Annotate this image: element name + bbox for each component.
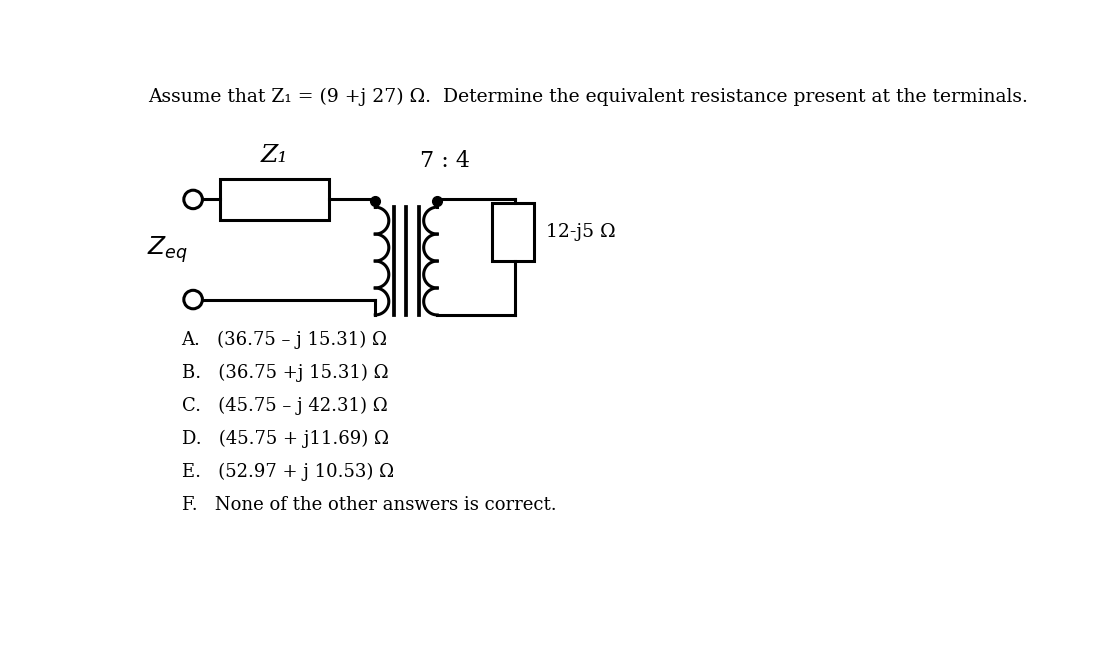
Text: D.   (45.75 + j11.69) Ω: D. (45.75 + j11.69) Ω xyxy=(181,430,389,448)
Text: B.   (36.75 +j 15.31) Ω: B. (36.75 +j 15.31) Ω xyxy=(181,364,388,381)
Text: F.   None of the other answers is correct.: F. None of the other answers is correct. xyxy=(181,496,557,514)
Text: E.   (52.97 + j 10.53) Ω: E. (52.97 + j 10.53) Ω xyxy=(181,463,393,481)
Text: C.   (45.75 – j 42.31) Ω: C. (45.75 – j 42.31) Ω xyxy=(181,397,388,415)
Text: 7 : 4: 7 : 4 xyxy=(420,151,470,173)
Bar xyxy=(220,178,329,220)
Text: $Z_{eq}$: $Z_{eq}$ xyxy=(147,234,188,265)
Text: Assume that Z₁ = (9 +j 27) Ω.  Determine the equivalent resistance present at th: Assume that Z₁ = (9 +j 27) Ω. Determine … xyxy=(148,88,1028,106)
Bar xyxy=(491,204,534,261)
Text: 12-j5 Ω: 12-j5 Ω xyxy=(546,223,615,241)
Text: Z₁: Z₁ xyxy=(261,144,288,167)
Text: A.   (36.75 – j 15.31) Ω: A. (36.75 – j 15.31) Ω xyxy=(181,330,388,348)
